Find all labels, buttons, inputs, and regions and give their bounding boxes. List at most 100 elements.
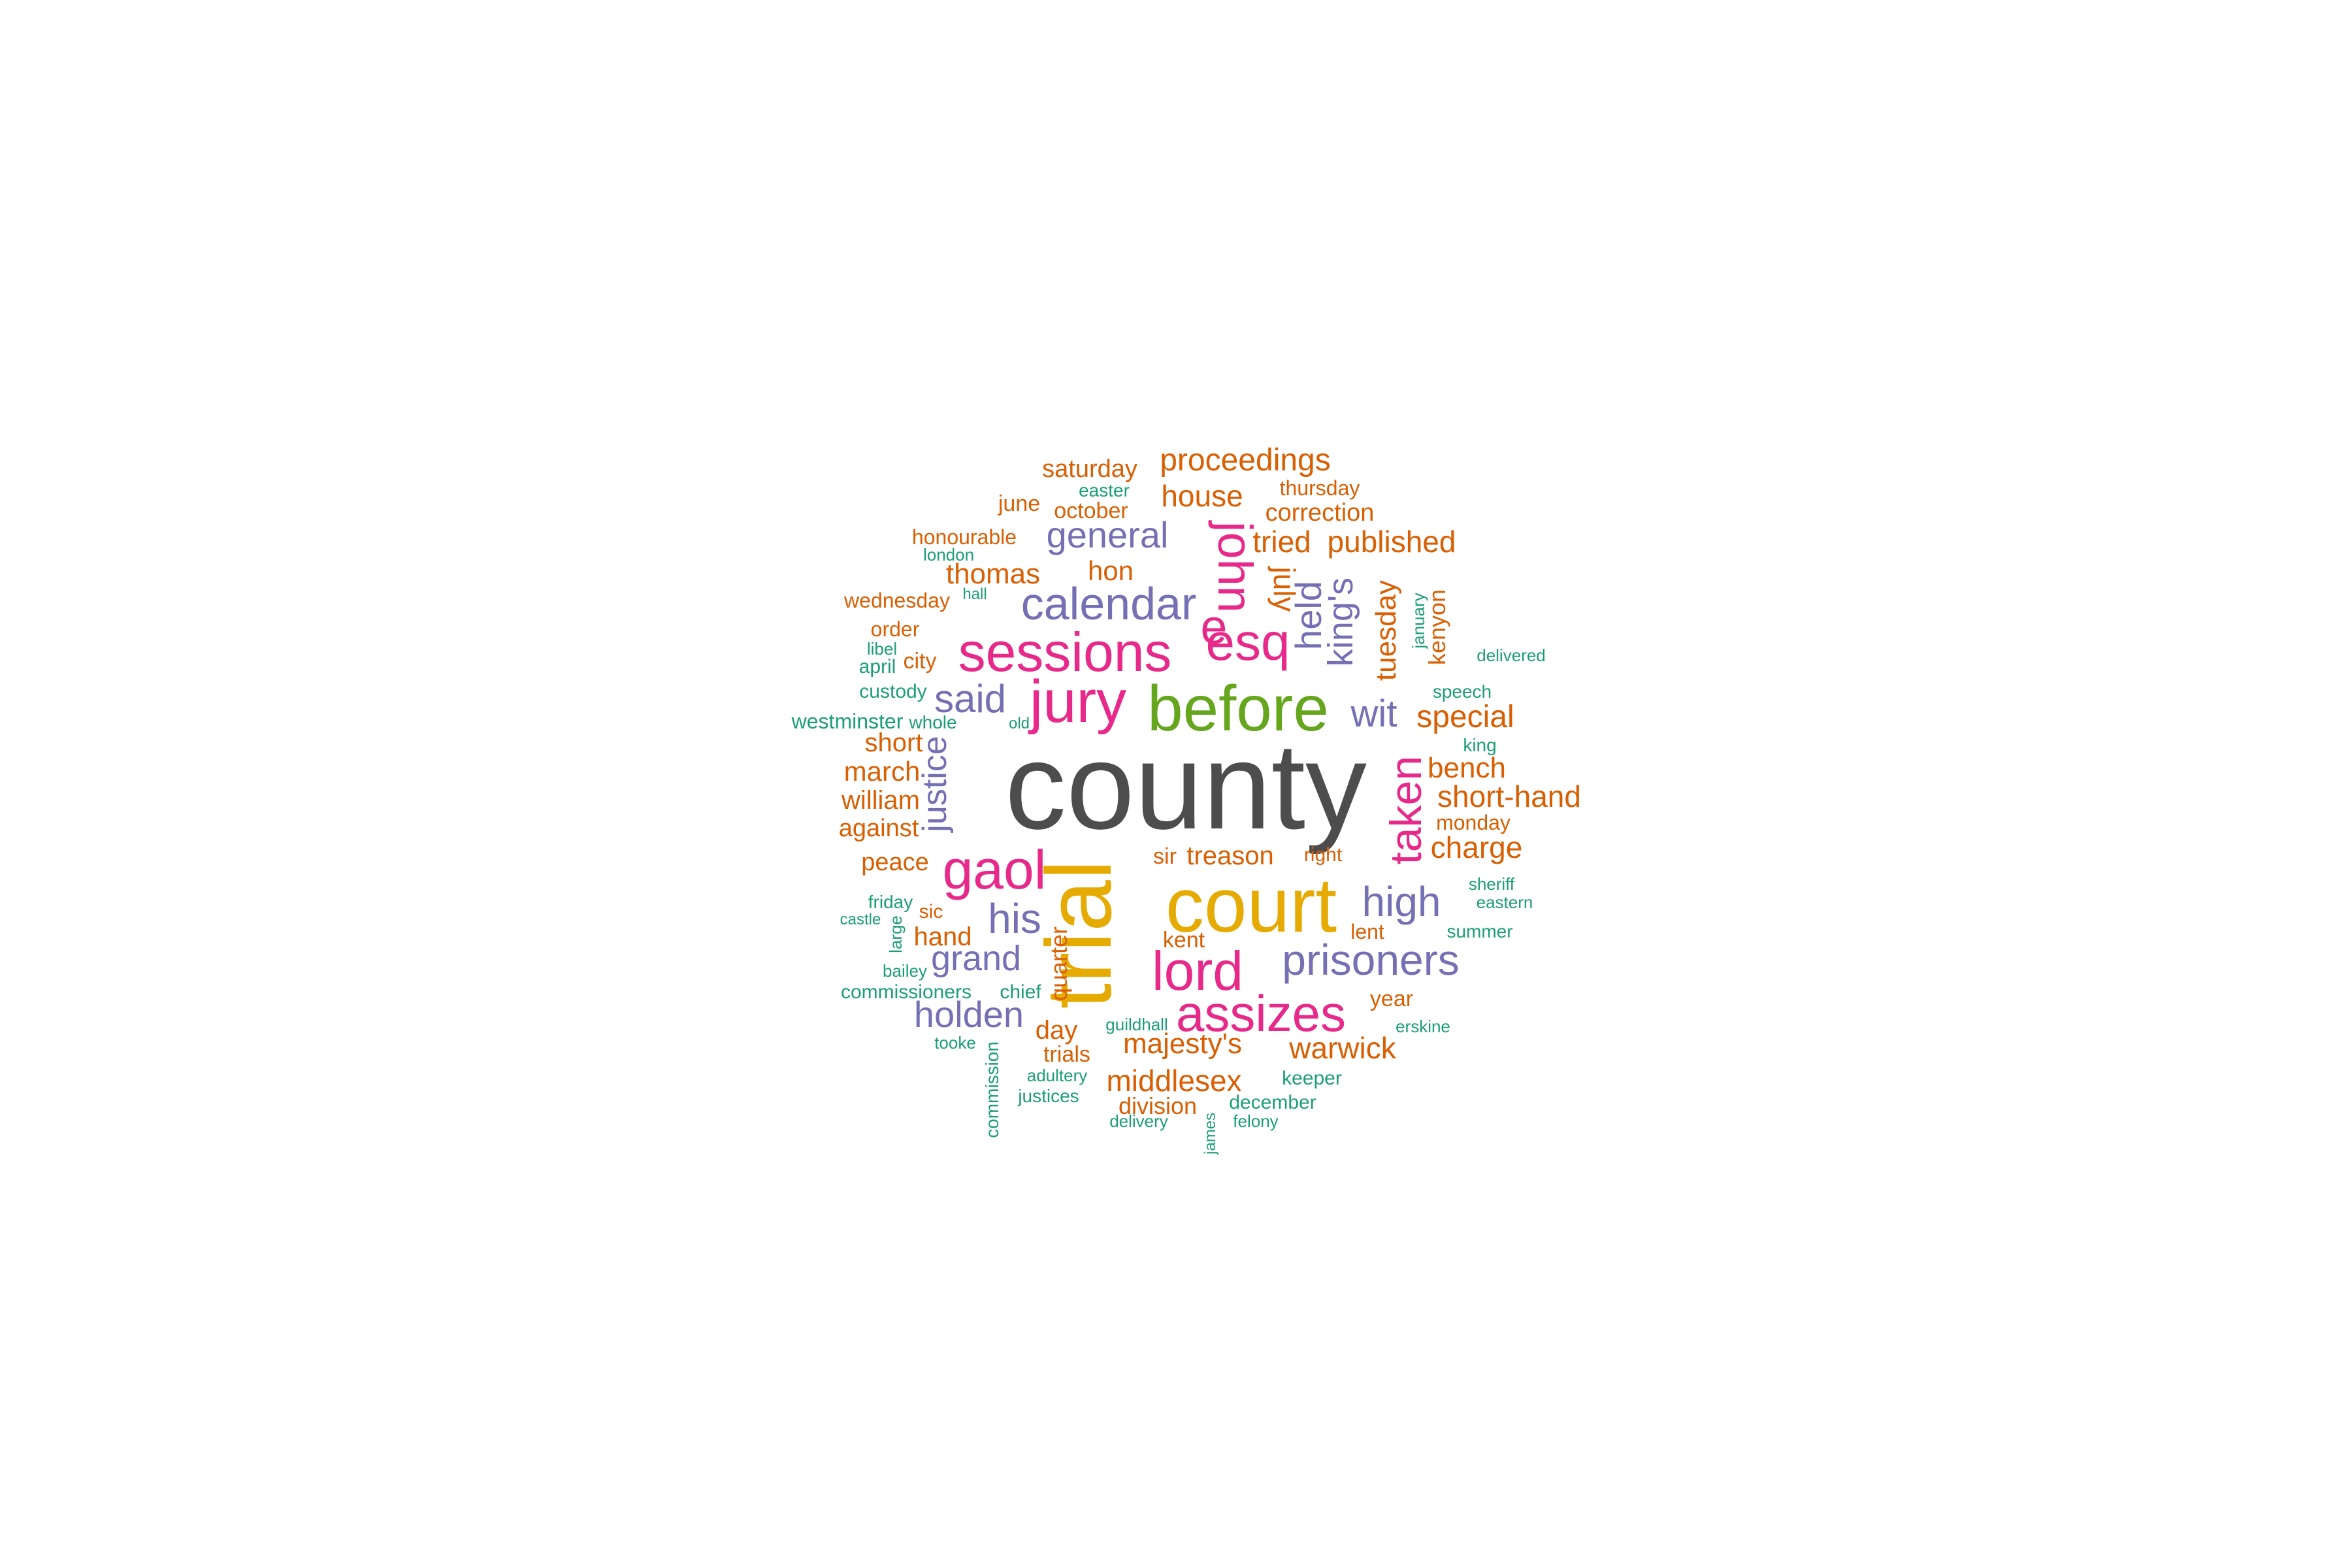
- word-james: james: [1201, 1113, 1219, 1155]
- word-charge: charge: [1431, 830, 1523, 864]
- word-quarter: quarter: [1045, 926, 1072, 1001]
- word-grand: grand: [931, 939, 1021, 978]
- word-kent: kent: [1163, 928, 1205, 953]
- word-house: house: [1161, 479, 1243, 513]
- word-justices: justices: [1017, 1086, 1079, 1106]
- word-right: right: [1304, 844, 1343, 866]
- word-sheriff: sheriff: [1469, 874, 1515, 894]
- word-chief: chief: [1000, 981, 1041, 1003]
- word-december: december: [1229, 1092, 1316, 1113]
- word-taken: taken: [1381, 756, 1431, 864]
- word-june: june: [998, 491, 1040, 516]
- word-trial: trial: [1027, 860, 1131, 1009]
- word-delivered: delivered: [1477, 645, 1546, 665]
- word-bailey: bailey: [883, 961, 927, 981]
- word-large: large: [886, 915, 906, 953]
- word-hand: hand: [914, 923, 972, 951]
- word-london: london: [923, 545, 974, 564]
- word-keeper: keeper: [1282, 1068, 1342, 1089]
- word-peace: peace: [861, 849, 929, 876]
- word-city: city: [904, 649, 937, 674]
- word-assizes: assizes: [1176, 985, 1346, 1042]
- word-bench: bench: [1428, 752, 1506, 784]
- word-erskine: erskine: [1396, 1017, 1450, 1036]
- word-prisoners: prisoners: [1282, 936, 1459, 984]
- word-before: before: [1147, 672, 1329, 744]
- word-hon: hon: [1088, 555, 1134, 586]
- word-lord: lord: [1152, 940, 1243, 1002]
- word-middlesex: middlesex: [1106, 1064, 1241, 1098]
- word-general: general: [1047, 514, 1169, 555]
- word-old: old: [1009, 715, 1030, 732]
- word-esq: esq: [1206, 613, 1290, 671]
- word-against: against: [839, 815, 919, 842]
- word-libel: libel: [867, 639, 897, 659]
- word-saturday: saturday: [1042, 455, 1137, 483]
- word-thomas: thomas: [946, 558, 1040, 590]
- word-speech: speech: [1433, 681, 1492, 702]
- word-tried: tried: [1252, 525, 1311, 559]
- word-short-hand: short-hand: [1437, 779, 1581, 813]
- word-kenyon: kenyon: [1424, 589, 1450, 665]
- word-e: e: [1200, 600, 1227, 654]
- word-sessions: sessions: [958, 621, 1172, 683]
- word-day: day: [1036, 1016, 1078, 1045]
- word-summer: summer: [1446, 921, 1512, 941]
- word-tooke: tooke: [934, 1033, 976, 1053]
- word-published: published: [1328, 525, 1456, 559]
- word-court: court: [1166, 862, 1337, 949]
- word-high: high: [1362, 878, 1441, 925]
- word-guildhall: guildhall: [1105, 1015, 1168, 1034]
- word-felony: felony: [1233, 1111, 1278, 1131]
- word-said: said: [934, 677, 1006, 721]
- word-kings: king's: [1321, 578, 1360, 666]
- word-tuesday: tuesday: [1370, 580, 1402, 681]
- word-castle: castle: [840, 911, 881, 928]
- word-april: april: [859, 656, 896, 678]
- word-majestys: majesty's: [1123, 1028, 1242, 1060]
- word-trials: trials: [1043, 1042, 1090, 1067]
- word-william: william: [841, 786, 920, 815]
- word-his: his: [988, 895, 1041, 942]
- word-july: july: [1267, 565, 1301, 612]
- word-thursday: thursday: [1280, 476, 1360, 500]
- word-eastern: eastern: [1477, 892, 1533, 912]
- word-sic: sic: [919, 901, 943, 923]
- word-held: held: [1288, 581, 1329, 650]
- word-honourable: honourable: [912, 525, 1017, 549]
- word-march: march: [844, 756, 921, 787]
- word-king: king: [1463, 735, 1496, 755]
- word-special: special: [1416, 700, 1514, 734]
- word-westminster: westminster: [791, 710, 904, 733]
- word-calendar: calendar: [1021, 578, 1197, 629]
- word-order: order: [871, 617, 920, 641]
- word-proceedings: proceedings: [1160, 443, 1331, 478]
- word-easter: easter: [1079, 480, 1130, 500]
- word-warwick: warwick: [1288, 1031, 1397, 1065]
- word-year: year: [1370, 987, 1413, 1011]
- word-treason: treason: [1186, 841, 1273, 870]
- word-january: january: [1409, 593, 1428, 649]
- word-monday: monday: [1436, 811, 1511, 834]
- word-john: john: [1208, 520, 1262, 613]
- word-division: division: [1119, 1092, 1197, 1119]
- word-sir: sir: [1153, 844, 1177, 869]
- word-friday: friday: [868, 892, 913, 912]
- word-jury: jury: [1028, 668, 1126, 735]
- word-delivery: delivery: [1109, 1111, 1168, 1131]
- word-commissioners: commissioners: [841, 981, 972, 1003]
- word-october: october: [1054, 498, 1128, 523]
- word-correction: correction: [1266, 499, 1375, 527]
- word-commission: commission: [982, 1041, 1002, 1138]
- word-lent: lent: [1350, 920, 1384, 943]
- word-gaol: gaol: [943, 839, 1047, 900]
- word-wednesday: wednesday: [843, 589, 950, 612]
- word-county: county: [1005, 717, 1367, 855]
- word-justice: justice: [916, 736, 954, 833]
- word-short: short: [865, 728, 923, 757]
- word-hall: hall: [962, 585, 987, 603]
- word-custody: custody: [859, 681, 926, 702]
- word-adultery: adultery: [1027, 1066, 1088, 1085]
- word-holden: holden: [914, 994, 1024, 1035]
